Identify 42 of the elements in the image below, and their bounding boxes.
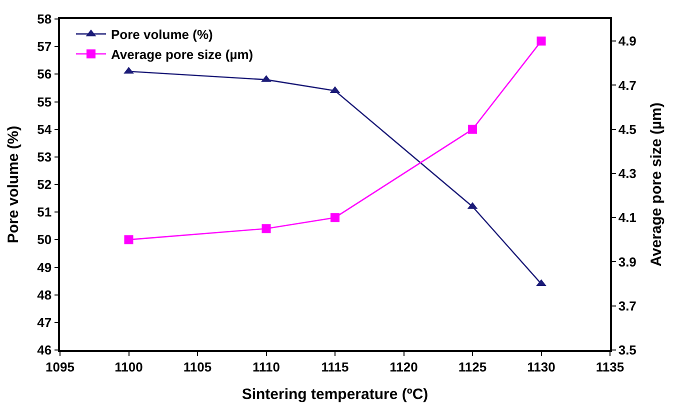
x-tick-label: 1125 — [458, 359, 487, 374]
point — [124, 66, 134, 74]
y-tick-label: 48 — [37, 287, 52, 302]
x-tick-label: 1135 — [596, 359, 624, 374]
x-tick-label: 1120 — [390, 359, 418, 374]
y-tick-label: 52 — [37, 177, 52, 192]
point — [468, 124, 477, 134]
x-tick-label: 1105 — [183, 359, 212, 374]
y-tick-label: 57 — [37, 39, 52, 54]
y-axis-title: Pore volume (%) — [4, 126, 22, 244]
x-tick-label: 1100 — [114, 359, 143, 374]
y-tick-label: 53 — [37, 149, 52, 164]
point — [330, 213, 340, 222]
x-axis-title: Sintering temperature (ºC) — [242, 386, 428, 403]
y-tick-label: 56 — [37, 66, 52, 82]
y2-tick-label: 3.5 — [618, 342, 636, 358]
y-tick-label: 46 — [37, 342, 52, 358]
y-tick-label: 49 — [37, 260, 52, 275]
y2-tick-label: 4.9 — [618, 34, 636, 49]
y-tick-label: 58 — [37, 12, 52, 27]
point — [262, 224, 271, 234]
y-tick-label: 50 — [37, 232, 52, 248]
y2-tick-label: 4.5 — [618, 122, 636, 137]
y-tick-label: 55 — [37, 94, 52, 110]
point — [536, 36, 546, 46]
y2-tick-label: 4.7 — [618, 78, 636, 93]
y2-tick-label: 3.7 — [618, 298, 636, 314]
y-tick-label: 47 — [37, 314, 52, 330]
y2-axis-title: Average pore size (µm) — [648, 102, 665, 266]
legend-label: Pore volume (%) — [111, 27, 213, 42]
x-tick-label: 1130 — [527, 359, 556, 374]
point — [536, 279, 546, 286]
x-tick-label: 1110 — [252, 359, 280, 374]
legend-label: Average pore size (µm) — [111, 46, 254, 62]
y-tick-label: 54 — [37, 122, 52, 137]
y2-tick-label: 4.3 — [618, 166, 636, 182]
y2-tick-label: 3.9 — [618, 254, 636, 270]
point — [124, 235, 134, 244]
y2-tick-label: 4.1 — [618, 210, 636, 226]
x-tick-label: 1095 — [46, 359, 74, 374]
y-tick-label: 51 — [37, 204, 52, 220]
x-tick-label: 1115 — [321, 359, 349, 374]
